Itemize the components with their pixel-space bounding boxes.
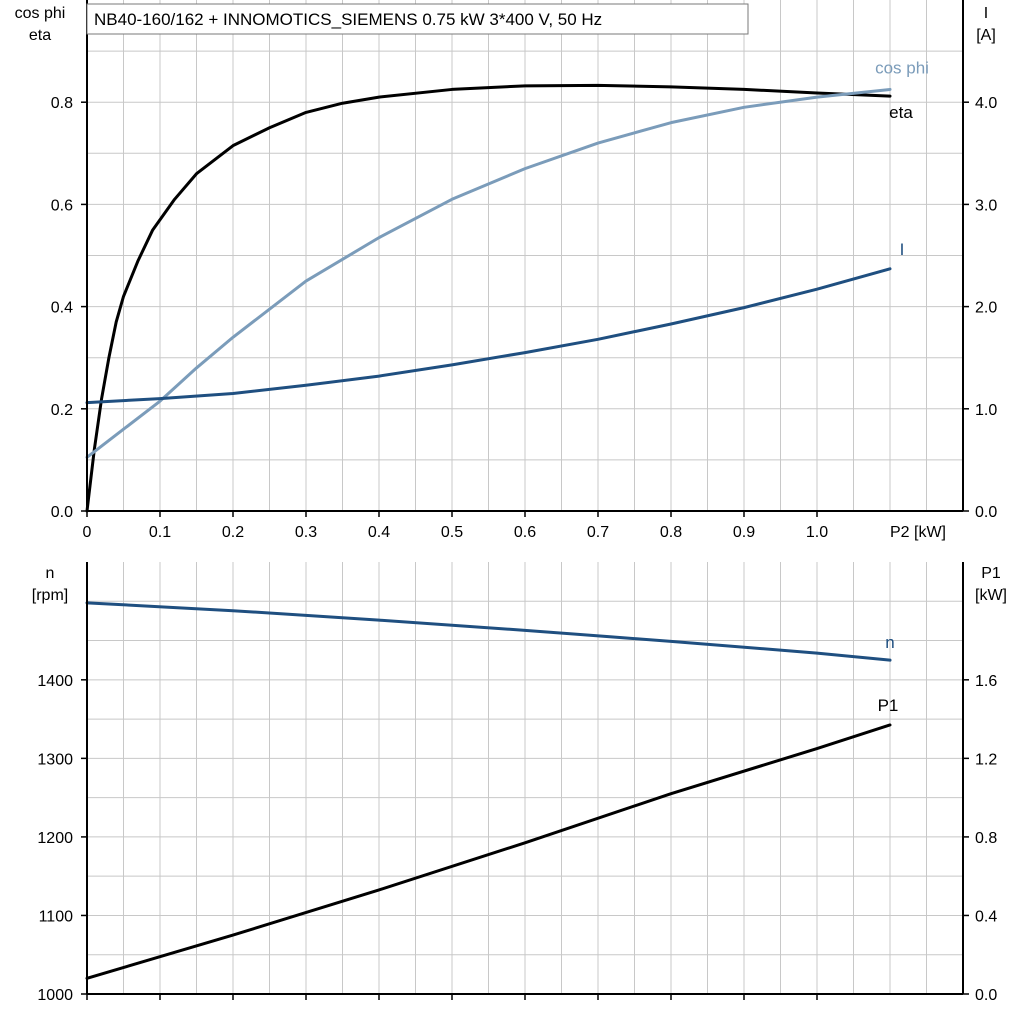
bottom-left-tick-label: 1400: [37, 673, 73, 690]
top-left-ylabel-line1: cos phi: [15, 5, 66, 22]
top-right-ylabel-line2: [A]: [976, 27, 996, 44]
bottom-left-tick-label: 1100: [39, 908, 74, 925]
chart-title: NB40-160/162 + INNOMOTICS_SIEMENS 0.75 k…: [94, 10, 602, 29]
bottom-series-group: n P1: [85, 601, 899, 980]
top-x-tick-label: 0.7: [587, 524, 609, 541]
bottom-chart: nP1 100011001200130014000.00.40.81.21.6 …: [32, 562, 1007, 1004]
top-left-tick-label: 0.0: [51, 504, 73, 521]
top-series-label-i: I: [900, 240, 905, 259]
top-x-tick-label: 0.1: [149, 524, 171, 541]
bottom-right-ylabel-line1: P1: [981, 565, 1001, 582]
bottom-left-tick-label: 1000: [37, 987, 73, 1004]
top-x-tick-label: 0.4: [368, 524, 390, 541]
bottom-ticks: 1000 1100 1200 1300 1400 0.0 0.4 0.8 1.2 1.6: [37, 673, 997, 1004]
top-series-group: eta cos phi I: [85, 58, 929, 513]
top-left-tick-label: 0.8: [51, 95, 73, 112]
bottom-left-ylabel-line1: n: [46, 565, 55, 582]
top-gridlines: [87, 0, 963, 511]
top-left-tick-label: 0.6: [51, 197, 73, 214]
top-x-tick-label: 0.3: [295, 524, 317, 541]
top-right-tick-label: 0.0: [975, 504, 997, 521]
bottom-series-label-p1: P1: [878, 696, 899, 715]
bottom-left-tick-label: 1200: [37, 830, 73, 847]
top-series-i: [85, 267, 892, 405]
bottom-right-tick-label: 0.8: [975, 830, 997, 847]
chart-title-box: [86, 3, 749, 35]
top-right-tick-label: 4.0: [975, 95, 997, 112]
top-right-tick-label: 1.0: [975, 402, 997, 419]
top-x-axis-label: P2 [kW]: [890, 524, 946, 541]
top-right-tick-label: 2.0: [975, 300, 997, 317]
bottom-left-tick-label: 1300: [37, 751, 73, 768]
top-x-tick-label: 0.9: [733, 524, 755, 541]
top-right-ylabel-line1: I: [984, 5, 988, 22]
bottom-right-ylabel-line2: [kW]: [975, 587, 1007, 604]
top-x-tick-label: 0.5: [441, 524, 463, 541]
top-chart: eta cos phi I 0.0 0.2 0.4 0.6 0.8 0.0 1.0 2.0 3.0 4…: [15, 0, 998, 541]
bottom-series-p1: [85, 723, 892, 980]
top-series-cos-phi: [85, 87, 892, 459]
bottom-gridlines: [87, 562, 963, 994]
top-series-eta: [85, 83, 892, 513]
top-x-tick-label: 0.8: [660, 524, 682, 541]
bottom-right-tick-label: 0.4: [975, 908, 997, 925]
top-series-label-eta: eta: [889, 103, 913, 122]
bottom-right-tick-label: 1.6: [975, 673, 997, 690]
top-x-tick-label: 0.2: [222, 524, 244, 541]
bottom-series-label-n: n: [885, 633, 894, 652]
bottom-series-n: [85, 601, 892, 662]
bottom-left-ylabel-line2: [rpm]: [32, 587, 68, 604]
top-x-tick-label: 0.6: [514, 524, 536, 541]
bottom-right-tick-label: 1.2: [975, 751, 997, 768]
top-x-tick-label: 1.0: [806, 524, 828, 541]
bottom-right-tick-label: 0.0: [975, 987, 997, 1004]
top-left-ylabel-line2: eta: [29, 27, 51, 44]
top-x-tick-label: 0: [83, 524, 92, 541]
top-right-tick-label: 3.0: [975, 197, 997, 214]
top-left-tick-label: 0.2: [51, 402, 73, 419]
top-left-tick-label: 0.4: [51, 300, 73, 317]
top-series-label-cos-phi: cos phi: [875, 58, 929, 77]
top-ticks: 0.0 0.2 0.4 0.6 0.8 0.0 1.0 2.0 3.0 4.0 0 0.1 0.2 0.3…: [51, 95, 998, 541]
